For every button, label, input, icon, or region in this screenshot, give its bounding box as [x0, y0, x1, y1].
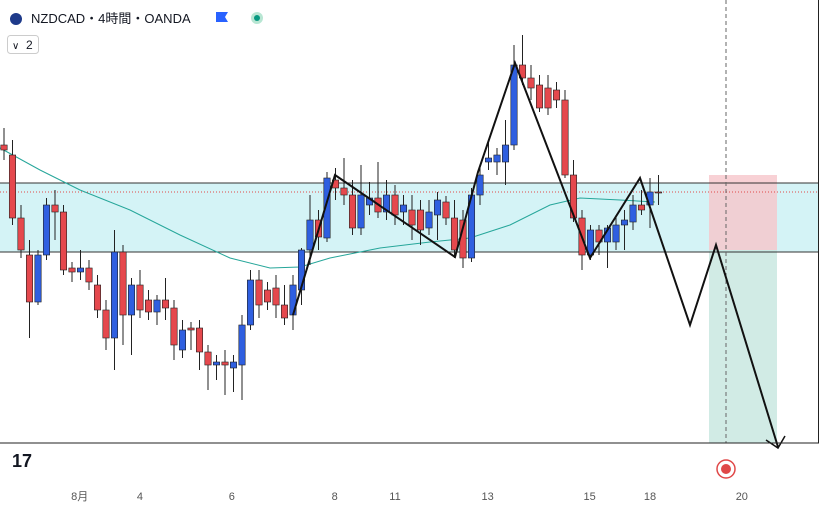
flag-marker — [216, 12, 228, 22]
event-icon-dot — [721, 464, 731, 474]
candle-body — [400, 204, 408, 213]
candle-body — [587, 229, 595, 256]
candle-body — [136, 284, 144, 311]
candle-body — [570, 174, 578, 219]
x-tick-label: 8 — [332, 491, 338, 503]
candle-body — [434, 199, 442, 216]
logo: 17 — [12, 451, 32, 471]
stop-box — [709, 175, 777, 250]
candle-body — [68, 267, 76, 273]
candle-body — [85, 267, 93, 283]
candle-body — [544, 87, 552, 109]
candle-body — [408, 209, 416, 226]
candle-body — [553, 89, 561, 101]
candle-body — [179, 329, 187, 351]
candle-body — [34, 254, 42, 303]
candle-body — [17, 217, 25, 251]
candles — [0, 35, 663, 400]
candle-body — [510, 64, 518, 146]
candle-body — [357, 194, 365, 229]
candle-body — [51, 204, 59, 213]
candle-body — [213, 361, 221, 366]
x-tick-label: 13 — [482, 491, 494, 503]
candle-body — [0, 144, 8, 151]
candle-body — [536, 84, 544, 109]
status-dot — [254, 15, 260, 21]
candle-body — [621, 219, 629, 226]
moving-average — [0, 147, 656, 269]
candle-body — [25, 254, 33, 303]
candle-body — [127, 284, 135, 316]
candle-body — [42, 204, 50, 256]
candle-body — [629, 204, 637, 223]
candle-body — [425, 211, 433, 229]
x-tick-label: 15 — [584, 491, 596, 503]
candle-body — [196, 327, 204, 353]
candle-body — [102, 309, 110, 339]
candle-body — [272, 287, 280, 306]
candle-body — [561, 99, 569, 176]
candle-body — [162, 299, 170, 309]
target-box — [709, 250, 777, 443]
symbol-title: NZDCAD・4時間・OANDA — [31, 11, 191, 26]
candle-body — [8, 154, 16, 219]
candle-body — [323, 177, 331, 239]
candle-body — [655, 191, 663, 194]
candle-body — [306, 219, 314, 251]
candle-body — [281, 304, 289, 319]
candle-body — [59, 211, 67, 271]
chevron: ∨ — [12, 41, 19, 52]
candle-body — [153, 299, 161, 313]
indicator-count: 2 — [26, 38, 33, 52]
candle-body — [204, 351, 212, 366]
svg-text:17: 17 — [12, 451, 32, 471]
candle-body — [93, 284, 101, 311]
candle-body — [110, 251, 118, 339]
candle-body — [170, 307, 178, 346]
candle-body — [502, 144, 510, 163]
candle-body — [451, 217, 459, 251]
indicator-toggle[interactable] — [7, 35, 39, 54]
candle-body — [638, 204, 646, 211]
candle-body — [340, 187, 348, 196]
candle-body — [527, 77, 535, 89]
candle-body — [144, 299, 152, 313]
candle-body — [264, 289, 272, 303]
x-tick-label: 4 — [137, 491, 143, 503]
x-tick-label: 18 — [644, 491, 656, 503]
candle-body — [383, 194, 391, 213]
candle-body — [391, 194, 399, 216]
candle-body — [230, 361, 238, 369]
candle-body — [238, 324, 246, 366]
candle-body — [255, 279, 263, 306]
candle-body — [476, 174, 484, 196]
candle-body — [349, 194, 357, 229]
candle-body — [247, 279, 255, 326]
flag-icon — [10, 13, 22, 25]
candle-body — [119, 251, 127, 316]
candle-body — [221, 361, 229, 366]
x-tick-label: 8月 — [71, 491, 88, 503]
x-tick-label: 11 — [389, 491, 400, 503]
candle-body — [442, 201, 450, 219]
candle-body — [612, 224, 620, 243]
x-tick-label: 20 — [736, 491, 748, 503]
candle-body — [76, 267, 84, 273]
candle-body — [187, 327, 195, 331]
candle-body — [417, 209, 425, 231]
candle-body — [493, 154, 501, 163]
x-tick-label: 6 — [229, 491, 235, 503]
zigzag — [292, 60, 779, 448]
candle-body — [485, 157, 493, 163]
